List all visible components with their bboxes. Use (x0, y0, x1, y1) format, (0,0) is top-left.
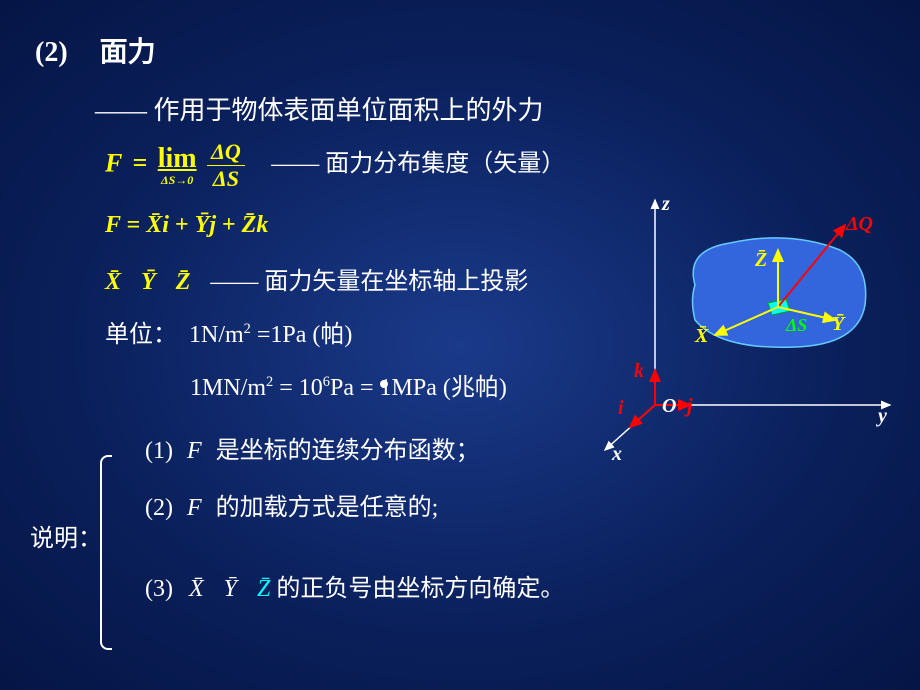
f2-X: X̄ (146, 212, 162, 238)
unit-sup6: 6 (323, 374, 330, 390)
f1-lhs: F (105, 148, 122, 177)
j-label: j (687, 395, 693, 418)
proj-X: X̄ (105, 269, 121, 295)
e3-Z: Z̄ (257, 576, 270, 602)
k-label: k (634, 360, 644, 383)
i-vec (630, 405, 655, 427)
unit1a: 1N/m (189, 322, 244, 348)
e3-Y: Ȳ (224, 576, 237, 602)
f2-i: i (162, 212, 169, 238)
e2-F: F (187, 495, 202, 521)
unit2b: = 10 (273, 375, 323, 401)
e1-num: (1) (145, 438, 173, 464)
f2-F: F (105, 212, 121, 238)
proj-Z: Z̄ (176, 269, 191, 295)
e2-text: 的加载方式是任意的; (216, 495, 439, 521)
x-label: x (612, 443, 622, 466)
e2-num: (2) (145, 495, 173, 521)
f2-j: j (209, 212, 216, 238)
explain-3: (3) X̄ Ȳ Z̄ 的正负号由坐标方向确定。 (145, 568, 885, 603)
y-label: y (878, 405, 887, 428)
f1-eq: = (132, 148, 147, 177)
proj-desc: —— 面力矢量在坐标轴上投影 (210, 269, 528, 295)
f1-desc: —— 面力分布集度（矢量） (271, 151, 565, 177)
Xbar-label: X̄ (695, 325, 708, 348)
e1-F: F (187, 438, 202, 464)
z-label: z (662, 193, 670, 216)
e3-X: X̄ (189, 576, 204, 602)
f1-lim: lim ΔS→0 (158, 143, 197, 188)
unit2a: 1MN/m (190, 375, 266, 401)
unit-sup2a: 2 (244, 321, 251, 337)
f2-eq: = (127, 212, 147, 238)
unit1b: =1Pa (帕) (251, 322, 353, 348)
e3-text: 的正负号由坐标方向确定。 (276, 576, 564, 602)
f2-p1: + (175, 212, 195, 238)
header-line: (2) 面力 (35, 30, 885, 70)
e3-num: (3) (145, 576, 173, 602)
brace-icon (100, 455, 112, 650)
bullet-dot (380, 380, 388, 388)
unit-label: 单位： (105, 322, 177, 348)
f2-Y: Ȳ (195, 212, 210, 238)
explain-2: (2) F 的加载方式是任意的; (145, 487, 885, 522)
coordinate-diagram: z y x O i j k ΔQ ΔS Z̄ Ȳ X̄ (590, 195, 900, 455)
explain-label: 说明： (30, 518, 102, 553)
unit2c: Pa = 1MPa (兆帕) (330, 375, 507, 401)
subtitle-text: —— 作用于物体表面单位面积上的外力 (95, 96, 544, 125)
header-num: (2) (35, 37, 68, 68)
Zbar-label: Z̄ (755, 249, 767, 272)
f2-Z: Z̄ (242, 212, 257, 238)
e1-text: 是坐标的连续分布函数； (216, 438, 480, 464)
subtitle-line: —— 作用于物体表面单位面积上的外力 (95, 90, 885, 127)
formula1: F = lim ΔS→0 ΔQ ΔS —— 面力分布集度（矢量） (105, 139, 885, 192)
O-label: O (662, 395, 676, 418)
f2-p2: + (222, 212, 242, 238)
f2-k: k (256, 212, 268, 238)
dQ-label: ΔQ (846, 213, 873, 236)
f1-frac: ΔQ ΔS (207, 139, 245, 192)
proj-Y: Ȳ (141, 269, 156, 295)
Ybar-label: Ȳ (832, 313, 844, 336)
header-title: 面力 (100, 37, 156, 68)
dS-label: ΔS (786, 315, 807, 336)
i-label: i (618, 397, 624, 420)
